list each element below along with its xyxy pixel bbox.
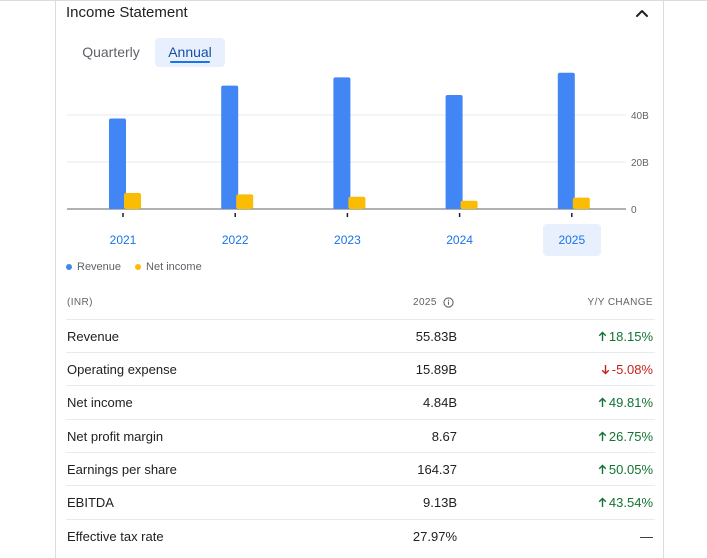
net-income-bar (460, 200, 478, 209)
row-change-value: 43.54% (608, 495, 653, 510)
legend-item-revenue: Revenue (66, 261, 121, 273)
table-row: Earnings per share 164.37 50.05% (66, 452, 655, 486)
x-tick-label[interactable]: 2024 (446, 233, 473, 247)
row-value: 9.13B (423, 495, 457, 510)
table-header-year-label: 2025 (413, 297, 437, 308)
row-change: — (640, 529, 653, 544)
legend-dot-net-income (135, 264, 142, 270)
row-label: EBITDA (67, 495, 114, 510)
x-tick-label[interactable]: 2023 (334, 233, 361, 247)
row-change: 50.05% (598, 462, 653, 477)
row-value: 15.89B (415, 362, 457, 377)
tab-annual[interactable]: Annual (155, 38, 225, 67)
row-change: -5.08% (601, 362, 653, 377)
arrow-down-icon (601, 365, 610, 375)
row-change-value: 26.75% (608, 429, 653, 444)
row-change-value: 50.05% (608, 462, 653, 477)
legend-label-net-income: Net income (146, 261, 202, 273)
revenue-bar (557, 72, 575, 209)
x-tick-label[interactable]: 2025 (558, 233, 585, 247)
tab-selected-indicator (170, 61, 210, 63)
legend-dot-revenue (66, 264, 72, 270)
income-chart: 0 20B 40B 2021 2022 2023 2024 2025 (67, 72, 649, 247)
row-value: 27.97% (412, 529, 457, 544)
legend-label-revenue: Revenue (77, 261, 122, 273)
table-header-year: 2025 (413, 297, 454, 308)
row-value: 164.37 (417, 462, 457, 477)
chart-legend: Revenue Net income (66, 261, 202, 273)
row-value: 55.83B (415, 329, 457, 344)
row-change-value: 18.15% (608, 329, 653, 344)
table-row: Effective tax rate 27.97% — (66, 519, 655, 553)
row-change: 43.54% (598, 495, 653, 510)
revenue-bar (221, 85, 239, 209)
arrow-up-icon (598, 397, 607, 407)
row-label: Effective tax rate (67, 529, 164, 544)
net-income-bar (348, 196, 366, 209)
table-row: Revenue 55.83B 18.15% (66, 319, 655, 353)
row-change: 18.15% (598, 329, 653, 344)
selected-year-highlight (543, 224, 601, 256)
row-change: 26.75% (598, 429, 653, 444)
table-row: EBITDA 9.13B 43.54% (66, 485, 655, 519)
top-divider (0, 0, 707, 1)
table-row: Net income 4.84B 49.81% (66, 385, 655, 419)
arrow-up-icon (598, 331, 607, 341)
row-value: 8.67 (431, 429, 457, 444)
row-change-value: — (640, 529, 653, 544)
y-tick-label: 0 (631, 205, 637, 216)
legend-item-net-income: Net income (135, 261, 202, 273)
arrow-up-icon (598, 464, 607, 474)
net-income-bar (124, 193, 141, 209)
row-change-value: 49.81% (608, 395, 653, 410)
revenue-bar (445, 95, 463, 209)
y-tick-label: 20B (631, 158, 649, 169)
table-row: Net profit margin 8.67 26.75% (66, 419, 655, 453)
row-value: 4.84B (423, 395, 457, 410)
revenue-bar (333, 77, 351, 210)
section-title: Income Statement (66, 4, 188, 21)
row-label: Revenue (67, 329, 120, 344)
revenue-bar (109, 118, 126, 209)
net-income-bar (236, 194, 254, 209)
row-label: Earnings per share (67, 462, 177, 477)
row-label: Operating expense (67, 362, 177, 377)
chevron-up-icon[interactable] (634, 6, 650, 20)
net-income-bar (572, 197, 590, 209)
tab-annual-label: Annual (168, 44, 212, 60)
table-header-change: Y/Y CHANGE (587, 297, 653, 308)
tab-quarterly[interactable]: Quarterly (82, 44, 140, 60)
arrow-up-icon (598, 431, 607, 441)
row-change-value: -5.08% (611, 362, 653, 377)
x-tick-label[interactable]: 2022 (222, 233, 249, 247)
row-label: Net income (67, 395, 133, 410)
row-change: 49.81% (598, 395, 653, 410)
arrow-up-icon (598, 497, 607, 507)
info-icon[interactable] (443, 297, 454, 308)
table-header-currency: (INR) (67, 297, 93, 308)
x-tick-label[interactable]: 2021 (110, 233, 137, 247)
table-row: Operating expense 15.89B -5.08% (66, 352, 655, 386)
y-tick-label: 40B (631, 111, 649, 122)
income-statement-card (55, 0, 664, 558)
row-label: Net profit margin (67, 429, 164, 444)
